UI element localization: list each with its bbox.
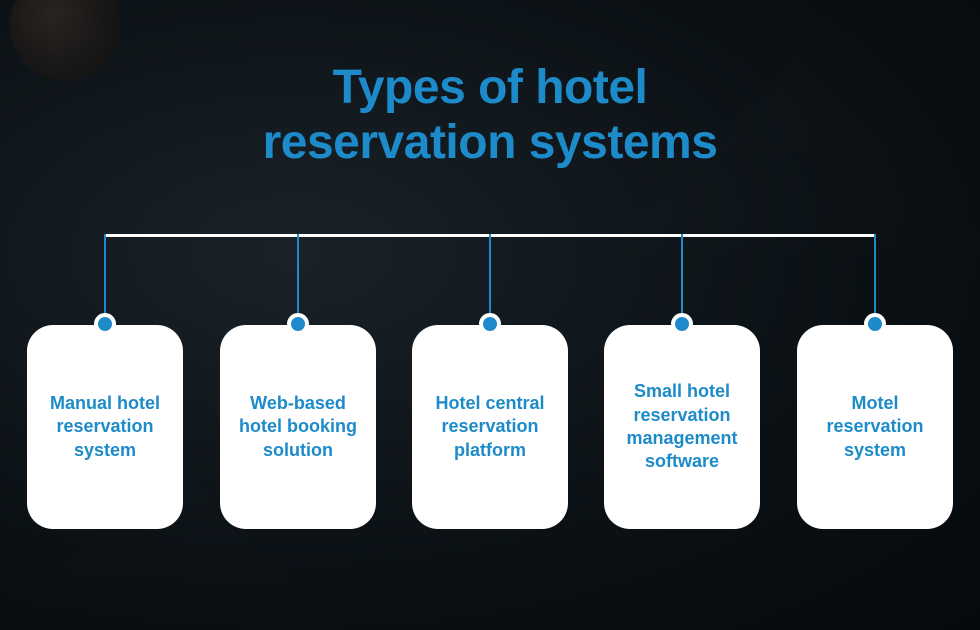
type-card: Hotel central reservation platform xyxy=(412,325,568,529)
type-card-label: Hotel central reservation platform xyxy=(424,392,556,462)
connector-line xyxy=(104,234,106,324)
connector-line xyxy=(489,234,491,324)
connector-dot xyxy=(479,313,501,335)
connector-dot xyxy=(94,313,116,335)
type-card-label: Web-based hotel booking solution xyxy=(232,392,364,462)
connector-line xyxy=(874,234,876,324)
type-card: Motel reservation system xyxy=(797,325,953,529)
connector-line xyxy=(681,234,683,324)
connector-dot xyxy=(287,313,309,335)
type-card: Small hotel reservation management softw… xyxy=(604,325,760,529)
connector-dot xyxy=(671,313,693,335)
title-line-1: Types of hotel xyxy=(0,60,980,115)
type-card: Web-based hotel booking solution xyxy=(220,325,376,529)
type-card-label: Motel reservation system xyxy=(809,392,941,462)
connector-line xyxy=(297,234,299,324)
title-line-2: reservation systems xyxy=(0,115,980,170)
type-card-label: Manual hotel reservation system xyxy=(39,392,171,462)
type-card-label: Small hotel reservation management softw… xyxy=(616,380,748,474)
main-title: Types of hotel reservation systems xyxy=(0,60,980,170)
connector-dot xyxy=(864,313,886,335)
type-card: Manual hotel reservation system xyxy=(27,325,183,529)
